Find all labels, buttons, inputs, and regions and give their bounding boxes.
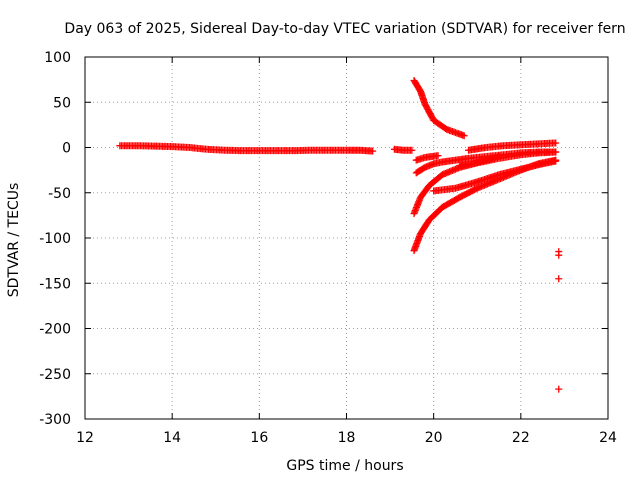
y-tick-label: -200 (39, 322, 71, 338)
data-point-trace (436, 205, 444, 213)
data-point-trace (494, 153, 502, 161)
x-tick-label: 12 (76, 430, 94, 446)
x-tick-label: 20 (425, 430, 443, 446)
data-point-trace (550, 157, 558, 165)
x-axis-label: GPS time / hours (286, 458, 403, 474)
data-point-trace (424, 218, 432, 226)
data-point (555, 275, 563, 283)
y-tick-label: -250 (39, 367, 71, 383)
y-tick-label: -150 (39, 276, 71, 292)
data-point (555, 251, 563, 259)
data-point-trace (415, 85, 423, 93)
y-tick-label: -50 (48, 186, 71, 202)
y-tick-label: 0 (62, 141, 71, 157)
data-point (555, 385, 563, 393)
x-axis: 12 14 16 18 20 22 24 (76, 57, 617, 446)
data-point-trace (440, 124, 448, 132)
data-point-trace (436, 173, 444, 181)
y-tick-label: -100 (39, 231, 71, 247)
data-points (116, 77, 563, 393)
grid-layer (85, 57, 608, 419)
x-tick-label: 24 (599, 430, 617, 446)
data-point-trace (471, 186, 479, 194)
y-axis-label: SDTVAR / TECUs (6, 183, 22, 298)
data-point-trace (453, 195, 461, 203)
data-point-trace (418, 165, 426, 173)
x-tick-label: 18 (338, 430, 356, 446)
data-point-trace (550, 148, 558, 156)
chart-title: Day 063 of 2025, Sidereal Day-to-day VTE… (64, 21, 625, 37)
y-tick-label: 100 (44, 50, 71, 66)
x-tick-label: 14 (163, 430, 181, 446)
data-point-trace (433, 152, 441, 160)
y-tick-label: -300 (39, 412, 71, 428)
y-tick-label: 50 (53, 95, 71, 111)
data-point-trace (406, 146, 414, 154)
data-point-trace (550, 139, 558, 147)
x-tick-label: 22 (512, 430, 530, 446)
data-point-trace (367, 147, 375, 155)
y-axis: -300 -250 -200 -150 -100 -50 0 50 100 (39, 50, 608, 428)
data-point-trace (428, 114, 436, 122)
data-point-trace (459, 131, 467, 139)
x-tick-label: 16 (250, 430, 268, 446)
data-point-trace (411, 78, 419, 86)
